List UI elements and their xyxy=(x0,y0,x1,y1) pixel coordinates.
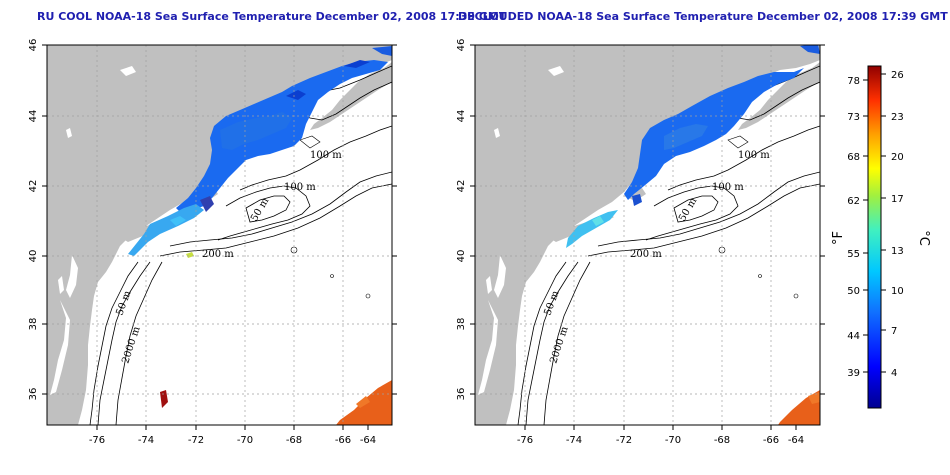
right-y-tick: 44 xyxy=(456,110,467,123)
colorbar-gradient xyxy=(867,65,882,409)
colorbar-c-tick: 23 xyxy=(891,112,904,123)
left-x-tick: -72 xyxy=(188,435,204,446)
left-x-tick: -66 xyxy=(335,435,351,446)
left-x-tick: -74 xyxy=(138,435,154,446)
left-map-title: RU COOL NOAA-18 Sea Surface Temperature … xyxy=(37,10,507,23)
right-y-tick: 42 xyxy=(456,180,467,193)
right-y-tick: 38 xyxy=(456,318,467,331)
left-contour-label-100m-b: 100 m xyxy=(284,182,316,193)
colorbar-f-tick: 78 xyxy=(847,76,860,87)
colorbar-f-tick: 62 xyxy=(847,196,860,207)
colorbar-f-tick: 55 xyxy=(847,249,860,260)
colorbar-f-tick: 39 xyxy=(847,368,860,379)
left-y-tick: 44 xyxy=(28,110,39,123)
fahrenheit-unit-label: °F xyxy=(831,231,846,245)
right-contour-label-200m: 200 m xyxy=(630,249,662,260)
left-map: 100 m 100 m 50 m 200 m 50 m 2000 m -76 -… xyxy=(28,39,397,446)
right-y-tick: 40 xyxy=(456,250,467,263)
right-x-tick: -72 xyxy=(616,435,632,446)
right-x-tick: -70 xyxy=(665,435,681,446)
left-graticule xyxy=(47,45,392,425)
left-y-tick: 42 xyxy=(28,180,39,193)
right-y-tick: 46 xyxy=(456,39,467,52)
colorbar-f-tick: 68 xyxy=(847,152,860,163)
colorbar-c-tick: 20 xyxy=(891,152,904,163)
colorbar-c-tick: 7 xyxy=(891,326,897,337)
right-x-tick: -74 xyxy=(566,435,582,446)
right-y-tick: 36 xyxy=(456,388,467,401)
temperature-colorbar: 78 73 68 62 55 50 44 39 26 23 20 17 13 1… xyxy=(831,65,931,409)
colorbar-f-tick: 50 xyxy=(847,286,860,297)
colorbar-c-tick: 13 xyxy=(891,246,904,257)
celsius-unit-label: °C xyxy=(916,230,931,246)
colorbar-c-tick: 4 xyxy=(891,368,897,379)
right-x-tick: -64 xyxy=(788,435,804,446)
right-sst-field xyxy=(566,45,820,425)
colorbar-c-tick: 17 xyxy=(891,194,904,205)
right-map-frame xyxy=(474,44,821,426)
left-contour-label-100m-a: 100 m xyxy=(310,150,342,161)
left-sst-field xyxy=(128,46,392,425)
right-contour-label-100m-a: 100 m xyxy=(738,150,770,161)
left-x-tick: -76 xyxy=(89,435,105,446)
right-x-tick: -68 xyxy=(714,435,730,446)
colorbar-f-tick: 73 xyxy=(847,112,860,123)
colorbar-c-tick: 26 xyxy=(891,70,904,81)
right-map-title: DECLOUDED NOAA-18 Sea Surface Temperatur… xyxy=(458,10,948,23)
left-y-tick: 36 xyxy=(28,388,39,401)
right-contour-label-100m-b: 100 m xyxy=(712,182,744,193)
left-x-tick: -70 xyxy=(237,435,253,446)
left-y-tick: 40 xyxy=(28,250,39,263)
left-x-tick: -68 xyxy=(286,435,302,446)
left-map-frame xyxy=(46,44,393,426)
right-x-tick: -66 xyxy=(763,435,779,446)
colorbar-c-tick: 10 xyxy=(891,286,904,297)
colorbar-f-tick: 44 xyxy=(847,331,860,342)
right-map: 100 m 100 m 50 m 200 m 50 m 2000 m -76 -… xyxy=(456,39,825,446)
left-y-tick: 38 xyxy=(28,318,39,331)
right-x-tick: -76 xyxy=(517,435,533,446)
left-y-tick: 46 xyxy=(28,39,39,52)
right-graticule xyxy=(475,45,820,425)
left-x-tick: -64 xyxy=(360,435,376,446)
left-contour-label-200m: 200 m xyxy=(202,249,234,260)
